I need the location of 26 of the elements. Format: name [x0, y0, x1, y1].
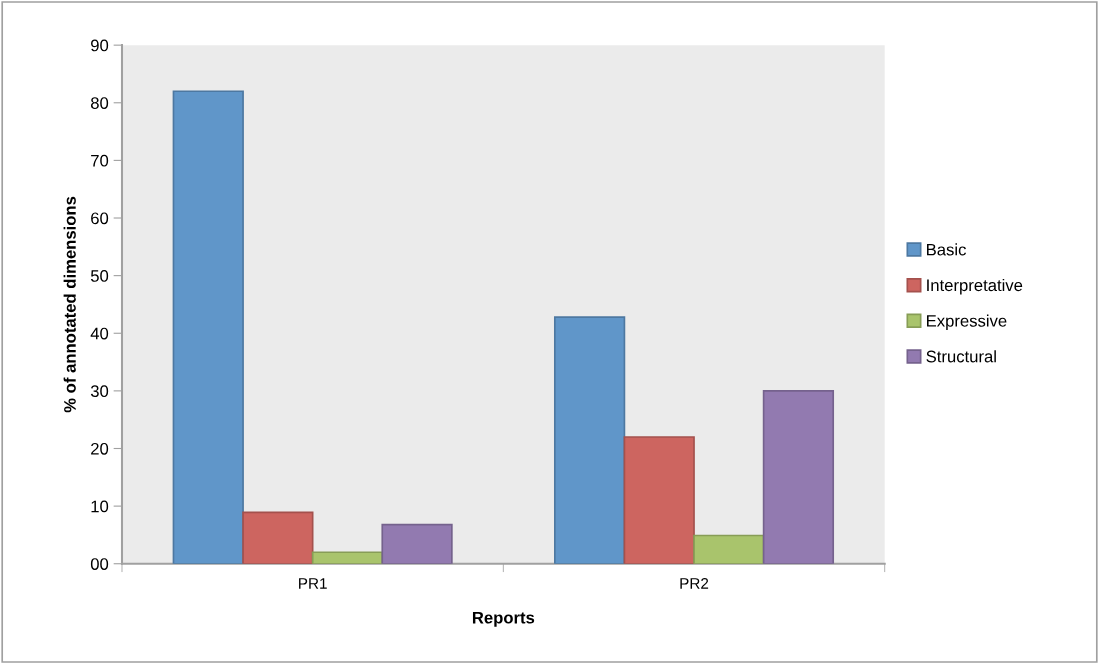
legend-label: Basic — [927, 243, 966, 256]
legend-label: Structural — [926, 350, 996, 363]
y-tick-label: 00 — [90, 558, 109, 570]
y-tick-label: 70 — [91, 154, 109, 167]
x-axis-title: Reports — [472, 611, 535, 627]
legend-label: Interpretative — [927, 278, 1023, 295]
bar — [172, 90, 244, 564]
bar — [762, 390, 835, 564]
bar — [242, 511, 314, 564]
bar — [623, 436, 695, 564]
y-tick-label: 40 — [90, 327, 109, 340]
bar — [553, 316, 626, 564]
y-tick-label: 60 — [91, 212, 109, 225]
x-tick-label: PR2 — [680, 578, 709, 589]
bar — [381, 523, 453, 564]
x-tick-label: PR1 — [299, 578, 327, 589]
y-tick-label: 50 — [90, 270, 109, 282]
y-axis-title: % of annotated dimensions — [63, 196, 76, 413]
y-tick-label: 90 — [91, 39, 109, 52]
bar — [311, 551, 384, 564]
y-tick-label: 10 — [91, 500, 109, 513]
bar — [693, 534, 765, 564]
y-tick-label: 20 — [91, 442, 109, 455]
legend-label: Expressive — [927, 314, 1007, 331]
y-tick-label: 80 — [90, 97, 109, 109]
y-tick-label: 30 — [90, 385, 109, 398]
